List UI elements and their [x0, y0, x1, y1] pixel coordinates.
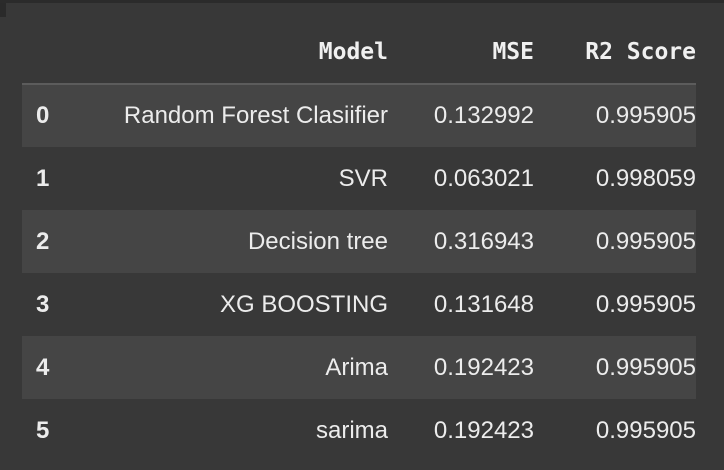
- table-row: 0 Random Forest Clasiifier 0.132992 0.99…: [22, 84, 696, 147]
- mse-cell: 0.192423: [433, 416, 534, 444]
- table-row: 1 SVR 0.063021 0.998059: [22, 147, 696, 210]
- row-index: 0: [36, 102, 50, 129]
- mse-cell: 0.316943: [433, 227, 534, 255]
- r2-score-cell: 0.995905: [595, 227, 696, 255]
- mse-cell: 0.131648: [433, 290, 534, 318]
- model-cell: XG BOOSTING: [219, 290, 388, 318]
- model-cell: Arima: [325, 353, 388, 381]
- model-cell: Random Forest Clasiifier: [123, 102, 388, 129]
- r2-score-cell: 0.998059: [595, 164, 696, 192]
- index-header: [22, 21, 70, 85]
- row-index: 2: [36, 227, 50, 255]
- mse-cell: 0.132992: [433, 102, 534, 129]
- row-index: 1: [36, 164, 50, 192]
- dataframe-table: Model MSE R2 Score 0 Random Forest Clasi…: [22, 21, 696, 462]
- mse-column-header: MSE: [388, 21, 534, 85]
- table-header-row: Model MSE R2 Score: [22, 21, 696, 85]
- model-cell: Decision tree: [247, 227, 388, 255]
- mse-cell: 0.063021: [433, 164, 534, 192]
- row-index: 4: [36, 353, 50, 381]
- r2-score-cell: 0.995905: [595, 353, 696, 381]
- row-index: 5: [36, 416, 50, 444]
- r2-score-column-header: R2 Score: [534, 21, 696, 85]
- r2-score-cell: 0.995905: [595, 416, 696, 444]
- model-cell: sarima: [315, 416, 388, 444]
- r2-score-cell: 0.995905: [595, 102, 696, 129]
- r2-score-cell: 0.995905: [595, 290, 696, 318]
- table-row: 4 Arima 0.192423 0.995905: [22, 336, 696, 399]
- row-index: 3: [36, 290, 50, 318]
- model-column-header: Model: [70, 21, 388, 85]
- table-row: 3 XG BOOSTING 0.131648 0.995905: [22, 273, 696, 336]
- table-row: 2 Decision tree 0.316943 0.995905: [22, 210, 696, 273]
- mse-cell: 0.192423: [433, 353, 534, 381]
- table-row: 5 sarima 0.192423 0.995905: [22, 399, 696, 462]
- model-cell: SVR: [338, 164, 388, 192]
